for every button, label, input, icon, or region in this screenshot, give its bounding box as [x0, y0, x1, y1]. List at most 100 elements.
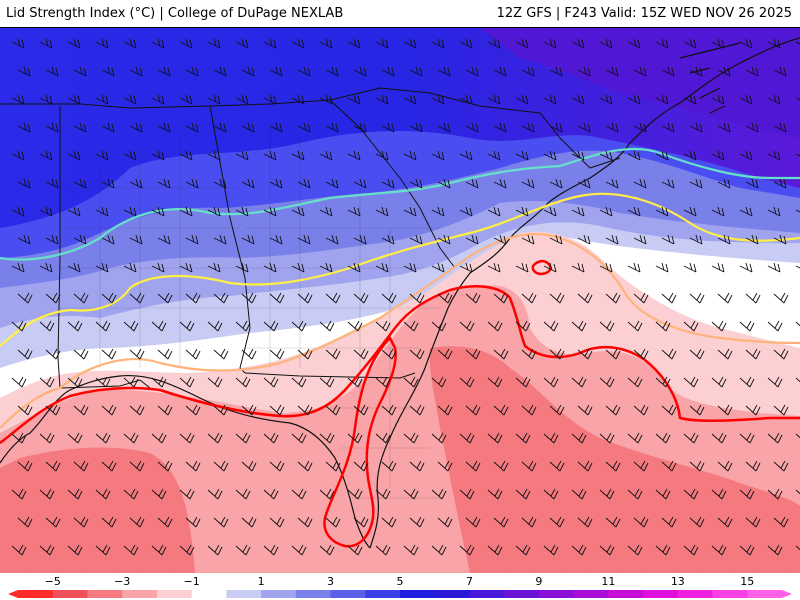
wind-barb [493, 178, 507, 189]
wind-barb [39, 38, 53, 49]
wind-barb [655, 432, 671, 444]
wind-barb [437, 348, 453, 360]
wind-barb [745, 234, 759, 245]
wind-barb [655, 38, 669, 49]
wind-barb [179, 262, 193, 273]
wind-barb [101, 516, 117, 528]
wind-barb [627, 544, 643, 556]
wind-barb [39, 150, 53, 161]
wind-barb [767, 262, 781, 273]
colorbar-swatch [504, 590, 540, 598]
wind-barb [515, 432, 531, 444]
wind-barb [431, 206, 445, 217]
wind-barb [39, 262, 53, 273]
wind-barb [515, 544, 531, 556]
wind-barb [627, 38, 641, 49]
wind-barb [745, 516, 761, 528]
wind-barb [521, 234, 535, 245]
wind-barb [515, 262, 529, 273]
wind-barb [263, 320, 279, 332]
wind-barb [101, 66, 115, 77]
colorbar-swatch [261, 590, 297, 598]
wind-barb [577, 292, 593, 304]
wind-barb [711, 488, 727, 500]
wind-barb [493, 348, 509, 360]
wind-barb [45, 234, 59, 245]
wind-barb [95, 94, 109, 105]
wind-barb [549, 292, 565, 304]
wind-barb [157, 234, 171, 245]
wind-barb [655, 262, 669, 273]
wind-barb [431, 488, 447, 500]
wind-barb [767, 150, 781, 161]
wind-barb [773, 404, 789, 416]
wind-barb [571, 262, 585, 273]
wind-barb [185, 404, 201, 416]
wind-barb [235, 488, 251, 500]
wind-barb [739, 94, 753, 105]
wind-barb [17, 178, 31, 189]
wind-barb [269, 404, 285, 416]
wind-barb [403, 488, 419, 500]
wind-barb [101, 348, 117, 360]
wind-barb [431, 432, 447, 444]
colorbar-tick-label: 11 [601, 575, 615, 588]
wind-barb [627, 320, 643, 332]
colorbar-swatch [330, 590, 366, 598]
wind-barb [375, 206, 389, 217]
wind-barb [17, 234, 31, 245]
wind-barb [745, 122, 759, 133]
wind-barb [17, 292, 33, 304]
wind-barb [745, 292, 761, 304]
wind-barb [319, 262, 333, 273]
wind-barb [375, 320, 391, 332]
wind-barb [241, 404, 257, 416]
wind-barb [437, 66, 451, 77]
wind-barb [241, 122, 255, 133]
wind-barb [403, 544, 419, 556]
colorbar-swatch [608, 590, 644, 598]
wind-barb [773, 348, 789, 360]
wind-barb [717, 348, 733, 360]
wind-barb [39, 206, 53, 217]
wind-barb [11, 94, 25, 105]
wind-barb [465, 460, 481, 472]
wind-barb [381, 516, 397, 528]
wind-barb [129, 516, 145, 528]
wind-barb [241, 292, 257, 304]
wind-barb [437, 460, 453, 472]
wind-barb [151, 38, 165, 49]
wind-barb [599, 94, 613, 105]
wind-barb [431, 262, 445, 273]
wind-barb [605, 292, 621, 304]
wind-barb [381, 460, 397, 472]
wind-barb [123, 376, 139, 388]
wind-barb [269, 460, 285, 472]
wind-barb [241, 516, 257, 528]
wind-barb [689, 66, 703, 77]
wind-barb [185, 292, 201, 304]
wind-barb [437, 234, 451, 245]
wind-barb [465, 292, 481, 304]
wind-barb [123, 38, 137, 49]
wind-barb [543, 206, 557, 217]
wind-barb [319, 94, 333, 105]
map-title: Lid Strength Index (°C) | College of DuP… [6, 6, 344, 21]
wind-barb [157, 404, 173, 416]
wind-barb [543, 544, 559, 556]
wind-barb [739, 206, 753, 217]
wind-barb [297, 66, 311, 77]
wind-barb [571, 376, 587, 388]
wind-barb [515, 376, 531, 388]
wind-barb [129, 460, 145, 472]
wind-barb [627, 376, 643, 388]
wind-barb [95, 432, 111, 444]
wind-barb [11, 320, 27, 332]
wind-barb [17, 122, 31, 133]
wind-barb [375, 488, 391, 500]
wind-barb [795, 209, 800, 213]
wind-barb [549, 66, 563, 77]
wind-barb [795, 41, 800, 45]
wind-barb [291, 150, 305, 161]
wind-barb [11, 544, 27, 556]
